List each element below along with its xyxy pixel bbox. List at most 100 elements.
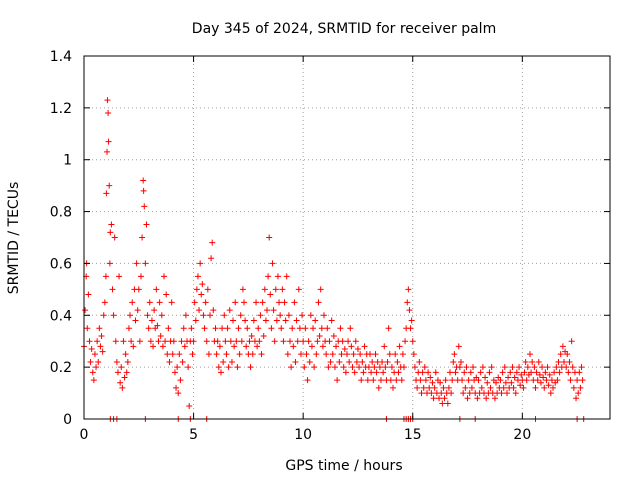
data-point (315, 299, 322, 306)
data-point (189, 351, 196, 358)
data-point (500, 384, 507, 391)
data-point (214, 338, 221, 345)
data-point (330, 333, 337, 340)
data-point (105, 110, 112, 117)
data-point (129, 299, 136, 306)
data-point (165, 325, 172, 332)
data-point (294, 338, 301, 345)
data-point (306, 358, 313, 365)
data-point (264, 307, 271, 314)
data-point (217, 369, 224, 376)
data-point (418, 390, 425, 397)
data-point (385, 325, 392, 332)
data-point (271, 338, 278, 345)
data-point (527, 351, 534, 358)
data-point (171, 369, 178, 376)
data-point (155, 338, 162, 345)
gridlines (84, 56, 610, 419)
data-point (104, 148, 111, 155)
x-axis: 0 5 10 15 20 (80, 56, 531, 443)
data-point (398, 377, 405, 384)
data-point (425, 369, 432, 376)
data-point (521, 369, 528, 376)
data-point (313, 351, 320, 358)
data-point (461, 369, 468, 376)
data-point (84, 325, 91, 332)
data-point (486, 369, 493, 376)
data-point (202, 299, 209, 306)
data-point (323, 351, 330, 358)
data-point (95, 358, 102, 365)
data-point (566, 358, 573, 365)
data-point (428, 390, 435, 397)
data-point (314, 338, 321, 345)
data-point (509, 364, 516, 371)
data-points (81, 97, 587, 422)
data-point (396, 343, 403, 350)
data-point (456, 364, 463, 371)
data-point (135, 286, 142, 293)
data-point (356, 364, 363, 371)
data-point (238, 338, 245, 345)
data-point (333, 343, 340, 350)
data-point (478, 384, 485, 391)
data-point (304, 377, 311, 384)
data-point (529, 358, 536, 365)
data-point (422, 377, 429, 384)
data-point (237, 312, 244, 319)
data-point (94, 338, 101, 345)
data-point (390, 384, 397, 391)
data-point (382, 364, 389, 371)
data-point (369, 358, 376, 365)
data-point (460, 390, 467, 397)
data-point (91, 351, 98, 358)
data-point (393, 377, 400, 384)
data-point (468, 384, 475, 391)
data-point (303, 351, 310, 358)
data-point (96, 325, 103, 332)
data-point (409, 338, 416, 345)
y-tick-label: 1.2 (50, 101, 72, 117)
data-point (106, 182, 113, 189)
data-point (213, 351, 220, 358)
data-point (258, 351, 265, 358)
data-point (544, 364, 551, 371)
data-point (166, 358, 173, 365)
data-point (283, 273, 290, 280)
data-point (116, 273, 123, 280)
data-point (560, 358, 567, 365)
data-point (260, 333, 267, 340)
data-point (299, 312, 306, 319)
data-point (483, 395, 490, 402)
data-point (439, 400, 446, 407)
data-point (292, 358, 299, 365)
data-point (159, 343, 166, 350)
data-point (563, 364, 570, 371)
data-point (112, 338, 119, 345)
data-point (221, 312, 228, 319)
data-point (535, 358, 542, 365)
data-point (236, 351, 243, 358)
data-point (250, 317, 257, 324)
data-point (548, 377, 555, 384)
data-point (231, 343, 238, 350)
data-point (136, 338, 143, 345)
data-point (120, 338, 127, 345)
data-point (110, 312, 117, 319)
data-point (367, 351, 374, 358)
data-point (318, 325, 325, 332)
data-point (259, 299, 266, 306)
data-point (339, 338, 346, 345)
data-point (567, 377, 574, 384)
data-point (354, 345, 361, 352)
data-point (344, 351, 350, 358)
data-point (104, 97, 111, 104)
data-point (208, 255, 215, 262)
chart-title: Day 345 of 2024, SRMTID for receiver pal… (192, 21, 496, 37)
data-point (569, 364, 576, 371)
data-point (533, 369, 540, 376)
y-axis: 0 0.2 0.4 0.6 0.8 1 1.2 1.4 (50, 49, 610, 428)
data-point (370, 377, 377, 384)
data-point (555, 358, 562, 365)
data-point (361, 343, 368, 350)
